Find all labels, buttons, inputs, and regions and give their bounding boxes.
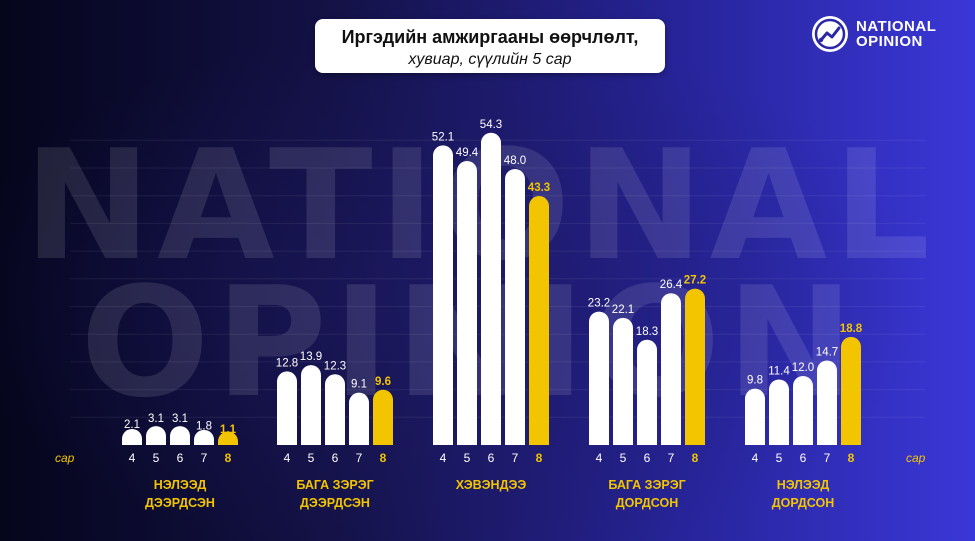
data-label: 18.3 [636,326,658,338]
x-tick-label: 6 [332,451,339,465]
data-label: 12.3 [324,360,346,372]
x-tick-label: 4 [440,451,447,465]
data-label: 18.8 [840,323,863,335]
category-label: ХЭВЭНДЭЭ [456,478,527,492]
data-label: 14.7 [816,346,838,358]
x-tick-label: 5 [776,451,783,465]
bar [373,389,393,445]
category-label: ДЭЭРДСЭН [145,496,215,510]
data-label: 11.4 [768,365,790,377]
bar [589,311,609,445]
x-tick-label: 7 [512,451,519,465]
x-tick-label: 8 [848,451,855,465]
x-tick-label: 6 [488,451,495,465]
data-label: 22.1 [612,304,634,316]
x-tick-label: 4 [284,451,291,465]
x-tick-label: 4 [596,451,603,465]
x-unit-label-right: сар [906,451,926,465]
bar [793,376,813,445]
x-tick-label: 7 [824,451,831,465]
x-tick-label: 7 [356,451,363,465]
data-label: 54.3 [480,119,502,131]
data-label: 3.1 [148,413,164,425]
bar [841,336,861,445]
x-tick-label: 6 [177,451,184,465]
data-label: 49.4 [456,147,479,159]
data-label: 9.8 [747,375,763,387]
data-label: 12.8 [276,357,298,369]
logo-line2: OPINION [856,33,923,50]
x-tick-label: 5 [153,451,160,465]
data-label: 43.3 [528,182,550,194]
bar [349,392,369,445]
data-label: 13.9 [300,351,322,363]
x-tick-label: 7 [201,451,208,465]
brand-logo: NATIONAL OPINION [812,16,962,56]
x-tick-label: 6 [800,451,807,465]
bar [529,196,549,445]
category-label: ДЭЭРДСЭН [300,496,370,510]
data-label: 1.1 [220,424,237,436]
x-tick-label: 5 [308,451,315,465]
data-label: 52.1 [432,131,454,143]
bar [170,426,190,445]
x-tick-label: 6 [644,451,651,465]
data-label: 27.2 [684,275,706,287]
x-tick-label: 7 [668,451,675,465]
chart-subtitle: хувиар, сүүлийн 5 сар [408,51,572,68]
bar [325,374,345,445]
x-unit-label-left: сар [55,451,75,465]
x-tick-label: 5 [464,451,471,465]
data-label: 2.1 [124,419,140,431]
bar [457,160,477,445]
bar [637,339,657,445]
bar [817,360,837,445]
bar [661,293,681,445]
bar [433,145,453,446]
chart-title: Иргэдийн амжиргааны өөрчлөлт, [341,27,639,47]
data-label: 9.1 [351,379,367,391]
bar [301,365,321,445]
x-tick-label: 4 [129,451,136,465]
bar [685,288,705,445]
x-tick-label: 8 [225,451,232,465]
bar [277,371,297,445]
bar [745,388,765,445]
bar [769,379,789,445]
chart-title-box: Иргэдийн амжиргааны өөрчлөлт, хувиар, сү… [315,19,665,73]
data-label: 3.1 [172,413,188,425]
data-label: 48.0 [504,155,526,167]
x-tick-label: 8 [380,451,387,465]
trend-chart-icon [812,16,848,52]
category-label: ДОРДСОН [772,496,835,510]
x-tick-label: 8 [692,451,699,465]
x-tick-label: 4 [752,451,759,465]
x-tick-label: 5 [620,451,627,465]
data-label: 23.2 [588,298,610,310]
bar [505,169,525,445]
logo-line1: NATIONAL [856,18,937,35]
category-label: БАГА ЗЭРЭГ [296,478,373,492]
category-label: БАГА ЗЭРЭГ [608,478,685,492]
data-label: 12.0 [792,362,814,374]
category-label: НЭЛЭЭД [154,478,207,492]
bar [194,429,214,445]
bar [146,426,166,445]
data-label: 1.8 [196,421,212,433]
bar [122,428,142,445]
data-label: 26.4 [660,279,683,291]
bar [613,317,633,445]
category-label: НЭЛЭЭД [777,478,830,492]
category-label: ДОРДСОН [616,496,679,510]
bar [481,132,502,445]
x-tick-label: 8 [536,451,543,465]
bar [218,431,238,445]
data-label: 9.6 [375,376,391,388]
